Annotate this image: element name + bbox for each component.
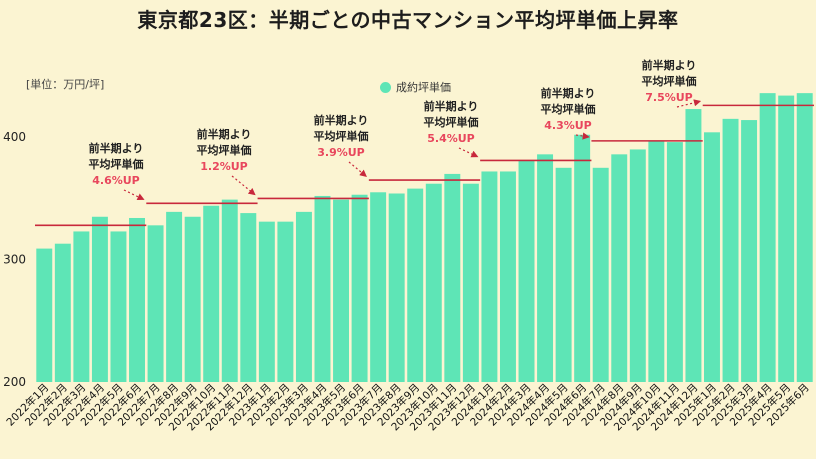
bar — [629, 149, 646, 382]
bar — [333, 199, 350, 382]
bar — [518, 160, 535, 382]
bar — [574, 134, 591, 382]
annotation-percent: 5.4%UP — [427, 132, 475, 145]
annotation-arrow — [458, 147, 479, 158]
bar — [537, 154, 554, 382]
annotation-percent: 4.6%UP — [92, 174, 140, 187]
bar — [425, 183, 442, 382]
bar — [54, 243, 71, 382]
chart-title: 東京都23区：半期ごとの中古マンション平均坪単価上昇率 — [137, 8, 679, 32]
annotation-line1: 前半期より — [89, 141, 144, 155]
bar — [147, 225, 164, 382]
bar — [203, 205, 220, 382]
annotation-arrow — [231, 175, 256, 196]
annotation-arrow — [676, 99, 702, 108]
bar — [388, 193, 405, 382]
annotation-line2: 平均坪単価 — [642, 74, 697, 88]
bar — [351, 194, 368, 382]
bar — [741, 120, 758, 383]
bar — [444, 173, 461, 382]
bar — [555, 167, 572, 382]
bar — [499, 171, 516, 382]
bar — [407, 188, 424, 382]
y-tick-label: 300 — [3, 253, 26, 267]
bar — [592, 167, 609, 382]
y-tick-label: 400 — [3, 130, 26, 144]
bar — [91, 216, 108, 382]
bar — [666, 142, 683, 382]
bar — [685, 109, 702, 382]
annotation-percent: 3.9%UP — [317, 146, 365, 159]
bar — [314, 195, 331, 382]
annotation-line1: 前半期より — [541, 86, 596, 100]
bar — [240, 213, 257, 382]
bar — [778, 95, 795, 383]
average-lines — [35, 104, 814, 227]
annotation-line1: 前半期より — [197, 127, 252, 141]
bar — [648, 140, 665, 382]
bar — [129, 217, 145, 382]
bar — [462, 183, 479, 382]
annotation-arrow — [123, 189, 145, 201]
bar — [166, 211, 183, 382]
x-axis: 2022年1月2022年2月2022年3月2022年4月2022年5月2022年… — [4, 381, 812, 433]
unit-label: [単位：万円/坪] — [26, 78, 105, 91]
annotation-arrow — [348, 161, 367, 177]
annotation-percent: 1.2%UP — [200, 160, 248, 173]
annotation-line1: 前半期より — [314, 113, 369, 127]
annotations: 前半期より平均坪単価4.6%UP前半期より平均坪単価1.2%UP前半期より平均坪… — [89, 58, 702, 201]
annotation-arrow — [575, 132, 590, 140]
legend-swatch — [380, 81, 391, 93]
bar — [611, 154, 628, 382]
legend-label: 成約坪単価 — [396, 81, 451, 94]
bar — [110, 231, 127, 382]
bar — [722, 118, 739, 382]
bar — [36, 248, 53, 382]
annotation-line1: 前半期より — [424, 99, 479, 113]
bar — [258, 221, 275, 382]
bars — [36, 93, 813, 383]
bar — [759, 93, 776, 383]
y-tick-label: 200 — [3, 375, 26, 389]
annotation-percent: 4.3%UP — [544, 119, 592, 132]
annotation-line1: 前半期より — [642, 58, 697, 72]
annotation-percent: 7.5%UP — [645, 91, 693, 104]
annotation-line2: 平均坪単価 — [197, 143, 252, 157]
annotation-line2: 平均坪単価 — [314, 129, 369, 143]
bar — [370, 192, 387, 382]
bar — [796, 93, 813, 383]
legend: 成約坪単価 — [380, 79, 451, 95]
bar — [295, 211, 312, 382]
bar — [277, 221, 294, 382]
annotation-line2: 平均坪単価 — [424, 115, 479, 129]
bar — [704, 132, 720, 382]
bar — [221, 199, 238, 382]
annotation-line2: 平均坪単価 — [541, 102, 596, 116]
bar — [73, 231, 90, 382]
bar — [481, 171, 498, 382]
annotation-line2: 平均坪単価 — [89, 157, 144, 171]
y-axis: 200 300 400 — [3, 130, 26, 389]
bar — [184, 216, 201, 382]
